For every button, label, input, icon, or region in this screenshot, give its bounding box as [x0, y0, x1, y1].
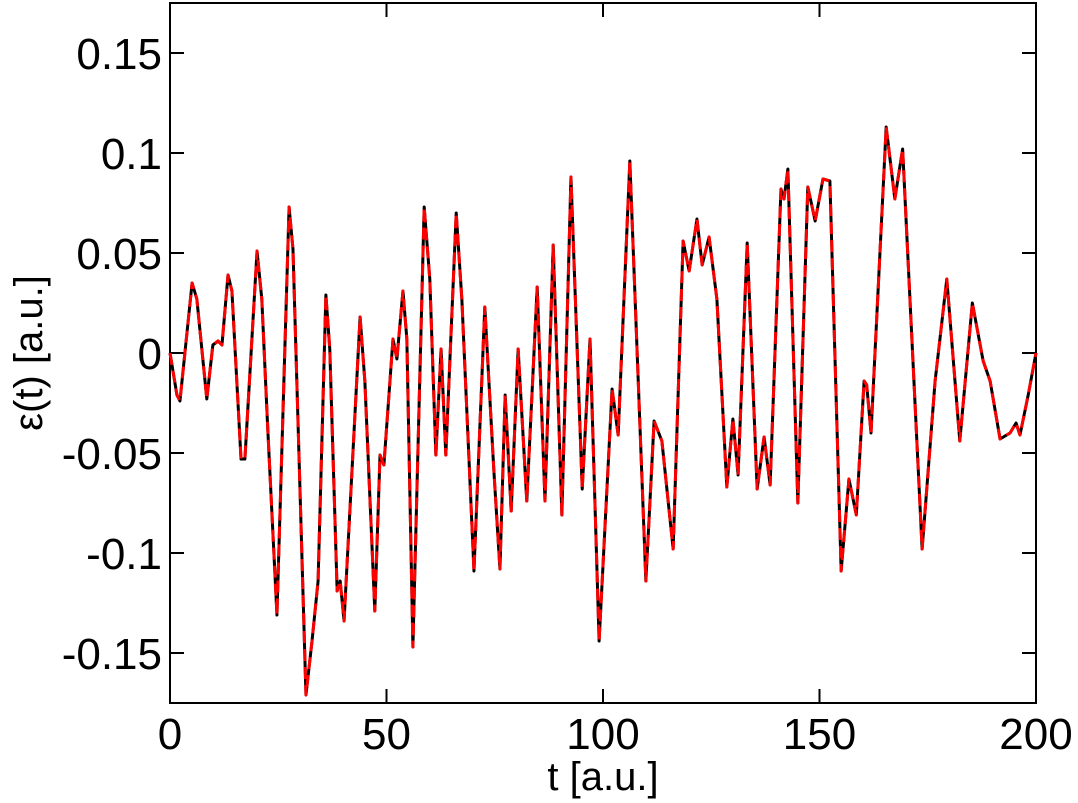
- x-tick-label: 200: [999, 710, 1072, 759]
- x-tick-label: 150: [783, 710, 856, 759]
- y-tick-label: 0.15: [76, 30, 162, 79]
- y-tick-label: 0: [138, 330, 162, 379]
- x-axis-label: t [a.u.]: [547, 755, 658, 799]
- x-tick-label: 0: [158, 710, 182, 759]
- y-tick-label: 0.1: [101, 130, 162, 179]
- y-tick-label: 0.05: [76, 230, 162, 279]
- plot-frame: [169, 2, 1037, 704]
- x-tick-label: 100: [566, 710, 639, 759]
- y-tick-label: -0.05: [62, 430, 162, 479]
- y-axis-label: ε(t) [a.u.]: [7, 275, 51, 431]
- x-tick-label: 50: [362, 710, 411, 759]
- y-tick-label: -0.15: [62, 630, 162, 679]
- y-tick-label: -0.1: [86, 530, 162, 579]
- data-line: [168, 125, 1038, 697]
